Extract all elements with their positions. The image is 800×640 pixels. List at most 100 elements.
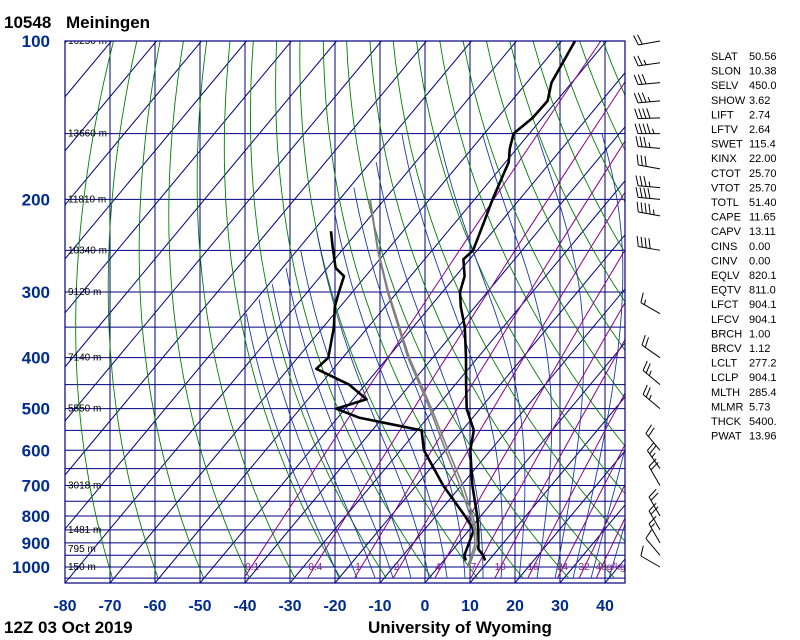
index-name: LFCV bbox=[711, 314, 740, 326]
height-label: 10340 m bbox=[68, 245, 107, 256]
wind-barb bbox=[636, 236, 661, 251]
index-name: EQTV bbox=[711, 285, 742, 297]
height-label: 7140 m bbox=[68, 353, 101, 364]
pressure-tick-label: 600 bbox=[22, 441, 50, 460]
dry-adiabat bbox=[299, 41, 478, 579]
index-value: 904.1 bbox=[749, 299, 777, 311]
pressure-tick-label: 700 bbox=[22, 477, 50, 496]
pressure-tick-label: 800 bbox=[22, 507, 50, 526]
dry-adiabats bbox=[75, 41, 800, 579]
index-name: MLMR bbox=[711, 401, 743, 413]
isotherm-line bbox=[695, 41, 800, 583]
dry-adiabat bbox=[223, 41, 342, 579]
dry-adiabat bbox=[485, 41, 625, 351]
isotherm-line bbox=[65, 41, 337, 368]
mixing-ratio-label: 7 bbox=[471, 562, 477, 573]
isotherm-line bbox=[379, 288, 625, 583]
height-label: 1481 m bbox=[68, 525, 101, 536]
pressure-tick-label: 200 bbox=[22, 190, 50, 209]
temperature-tick-label: 20 bbox=[506, 598, 524, 615]
index-value: 904.1 bbox=[749, 314, 777, 326]
dry-adiabat bbox=[196, 41, 296, 579]
isotherm-line bbox=[65, 41, 67, 44]
wind-barb bbox=[636, 154, 661, 170]
index-name: PWAT bbox=[711, 431, 742, 443]
isotherm-line bbox=[604, 558, 625, 583]
index-value: 904.1 bbox=[749, 372, 777, 384]
height-labels: 16250 m 13660 m 11810 m 10340 m 9120 m 7140 m… bbox=[68, 36, 107, 573]
mixing-ratio-line bbox=[354, 140, 625, 579]
wind-barb bbox=[635, 175, 661, 189]
pressure-tick-label: 100 bbox=[22, 32, 50, 51]
index-name: CINV bbox=[711, 255, 738, 267]
isotherm-line bbox=[65, 41, 472, 530]
index-name: CTOT bbox=[711, 168, 741, 180]
wind-barb bbox=[640, 545, 661, 568]
moist-adiabat bbox=[245, 313, 340, 579]
wind-barb bbox=[645, 424, 661, 451]
isotherm-line bbox=[65, 41, 427, 476]
pressure-tick-label: 1000 bbox=[12, 558, 50, 577]
dry-adiabat bbox=[509, 41, 625, 303]
dry-adiabat bbox=[439, 41, 625, 447]
index-value: 450.0 bbox=[749, 80, 777, 92]
mixing-ratio-lines bbox=[243, 41, 625, 579]
index-value: 5.73 bbox=[749, 401, 770, 413]
height-label: 150 m bbox=[68, 562, 96, 573]
dry-adiabat bbox=[138, 41, 205, 579]
moist-adiabat bbox=[285, 267, 394, 579]
height-label: 795 m bbox=[68, 544, 96, 555]
wind-barb bbox=[645, 529, 661, 556]
wind-barb bbox=[634, 123, 660, 135]
dry-adiabat bbox=[322, 41, 524, 579]
index-value: 3.62 bbox=[749, 95, 770, 107]
wind-barb bbox=[648, 458, 661, 486]
index-name: SLAT bbox=[711, 51, 738, 63]
mixing-ratio-label: 0.4 bbox=[308, 562, 322, 573]
wind-barbs bbox=[633, 34, 661, 568]
temperature-tick-label: 30 bbox=[551, 598, 569, 615]
isotherm-line bbox=[650, 41, 800, 583]
moist-adiabat bbox=[258, 299, 358, 579]
moist-adiabat bbox=[353, 187, 466, 579]
index-name: EQLV bbox=[711, 270, 740, 282]
temperature-tick-label: -40 bbox=[233, 598, 256, 615]
temperature-tick-label: -60 bbox=[143, 598, 166, 615]
pressure-axis-ticks: 100 200 300 400 500 600 700 800 900 1000 bbox=[12, 32, 50, 577]
wind-barb bbox=[648, 515, 661, 544]
moist-adiabat bbox=[333, 210, 448, 579]
mixing-ratio-line bbox=[527, 392, 625, 579]
index-name: LCLP bbox=[711, 372, 739, 384]
mixing-ratio-label: 10 bbox=[495, 562, 507, 573]
index-value: 2.74 bbox=[749, 109, 770, 121]
mixing-ratio-line bbox=[494, 338, 625, 579]
index-name: BRCV bbox=[711, 343, 742, 355]
wind-barb bbox=[634, 108, 661, 120]
isotherm-line bbox=[0, 41, 21, 583]
wind-barb bbox=[633, 74, 661, 86]
isotherm-line bbox=[65, 41, 202, 206]
wind-barb bbox=[635, 187, 661, 200]
index-value: 1.12 bbox=[749, 343, 770, 355]
isotherm-line bbox=[65, 41, 292, 314]
mixing-ratio-label: 4 bbox=[435, 562, 441, 573]
mixing-ratio-label: 40g/kg bbox=[596, 562, 626, 573]
dry-adiabat bbox=[789, 41, 800, 578]
dry-adiabat bbox=[250, 41, 387, 579]
index-value: 820.1 bbox=[749, 270, 777, 282]
index-name: SHOW bbox=[711, 95, 746, 107]
index-name: VTOT bbox=[711, 182, 740, 194]
sounding-time: 12Z 03 Oct 2019 bbox=[4, 618, 133, 637]
mixing-ratio-line bbox=[392, 191, 625, 579]
mixing-ratio-line bbox=[434, 248, 625, 579]
height-label: 11810 m bbox=[68, 194, 106, 205]
mixing-ratio-label: 24 bbox=[557, 562, 569, 573]
index-value: 25.70 bbox=[749, 182, 777, 194]
isotherm-line bbox=[289, 180, 625, 583]
height-label: 16250 m bbox=[68, 36, 107, 47]
index-value: 50.56 bbox=[749, 51, 777, 63]
mixing-ratio-label: 32 bbox=[579, 562, 591, 573]
pressure-tick-label: 300 bbox=[22, 283, 50, 302]
wind-barb bbox=[640, 292, 661, 315]
moist-adiabat bbox=[271, 284, 376, 579]
